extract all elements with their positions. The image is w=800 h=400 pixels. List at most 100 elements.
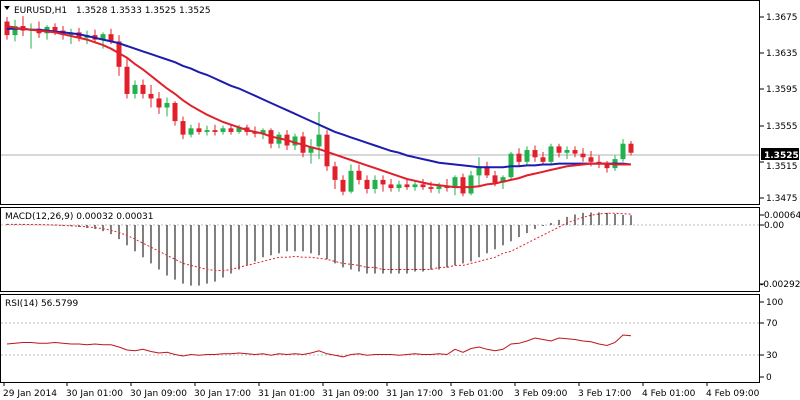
- candle-bull: [100, 34, 106, 40]
- rsi-title: RSI(14) 56.5799: [5, 299, 78, 309]
- time-tick-label: 3 Feb 01:00: [450, 389, 504, 399]
- candle-bull: [308, 146, 314, 153]
- time-tick-label: 31 Jan 01:00: [258, 389, 315, 399]
- candle-bull: [396, 184, 402, 189]
- price-panel-frame: [0, 0, 760, 205]
- candle-bull: [236, 127, 242, 132]
- ema-slow-line: [7, 27, 632, 169]
- rsi-tick-label: 30: [766, 351, 778, 361]
- candle-bear: [108, 34, 114, 42]
- candle-bear: [364, 179, 370, 189]
- time-tick-label: 31 Jan 09:00: [322, 389, 379, 399]
- macd-tick-label: -0.00292: [760, 280, 800, 290]
- candle-bull: [132, 84, 138, 94]
- candle-bull: [412, 184, 418, 188]
- current-price-badge: [761, 148, 799, 160]
- rsi-line: [6, 334, 632, 358]
- candle-bear: [388, 184, 394, 189]
- candle-bear: [380, 179, 386, 185]
- collapse-triangle-icon: [4, 6, 10, 10]
- price-tick-label: 1.3595: [766, 85, 798, 95]
- candle-bear: [148, 93, 154, 99]
- candle-bear: [604, 164, 610, 169]
- candle-bear: [532, 150, 538, 158]
- candle-bear: [580, 153, 586, 158]
- candle-bear: [228, 128, 234, 132]
- candle-bear: [124, 66, 130, 94]
- candle-bear: [212, 130, 218, 132]
- candle-bear: [628, 143, 634, 153]
- ohlc-readout: 1.3528 1.3533 1.3525 1.3525: [76, 6, 211, 16]
- candle-bear: [140, 84, 146, 94]
- candle-bear: [420, 184, 426, 188]
- macd-signal-line: [7, 212, 632, 271]
- candle-bear: [172, 102, 178, 122]
- price-axis: 1.3675 1.3635 1.3595 1.3555 1.3515 1.347…: [759, 13, 799, 204]
- candle-bull: [524, 150, 530, 162]
- candle-bear: [460, 177, 466, 194]
- candle-bear: [356, 170, 362, 180]
- macd-axis: 0.00064 0.00 -0.00292: [759, 211, 800, 290]
- macd-title: MACD(12,26,9) 0.00032 0.00031: [5, 212, 154, 222]
- candle-bear: [324, 134, 330, 167]
- candle-bear: [196, 128, 202, 132]
- rsi-tick-label: 100: [766, 298, 783, 308]
- candle-bear: [516, 153, 522, 162]
- candle-bear: [572, 150, 578, 154]
- candle-bear: [340, 179, 346, 192]
- ema-fast-line: [6, 25, 631, 189]
- time-tick-label: 29 Jan 2014: [3, 389, 57, 399]
- symbol-label: EURUSD,H1: [14, 6, 67, 16]
- macd-panel-frame: [0, 207, 760, 292]
- price-tick-label: 1.3555: [766, 122, 798, 132]
- current-price-label: 1.3525: [764, 151, 799, 161]
- time-tick-label: 4 Feb 09:00: [706, 389, 760, 399]
- candle-bear: [588, 157, 594, 162]
- candle-bear: [332, 166, 338, 180]
- candle-bear: [484, 166, 490, 176]
- chart-header: EURUSD,H1 1.3528 1.3533 1.3525 1.3525: [4, 6, 211, 16]
- macd-tick-label: 0.00064: [764, 211, 800, 221]
- price-tick-label: 1.3675: [766, 13, 798, 23]
- time-tick-label: 30 Jan 01:00: [66, 389, 123, 399]
- candle-bear: [180, 121, 186, 135]
- candle-bear: [492, 175, 498, 183]
- time-tick-label: 30 Jan 09:00: [130, 389, 187, 399]
- candle-bull: [548, 146, 554, 162]
- candle-bull: [620, 143, 626, 160]
- price-tick-label: 1.3635: [766, 49, 798, 59]
- candle-bull: [468, 175, 474, 194]
- time-tick-label: 3 Feb 17:00: [578, 389, 632, 399]
- rsi-axis: 100 70 30 0: [759, 298, 783, 383]
- candle-bull: [372, 179, 378, 189]
- candle-bull: [500, 177, 506, 183]
- candle-bear: [540, 157, 546, 162]
- price-tick-label: 1.3515: [766, 162, 798, 172]
- rsi-panel-frame: [0, 294, 760, 383]
- candle-bull: [452, 177, 458, 189]
- time-tick-label: 31 Jan 17:00: [386, 389, 443, 399]
- candle-bull: [260, 130, 266, 134]
- candle-bull: [12, 26, 18, 36]
- candle-bull: [188, 128, 194, 135]
- candle-bull: [316, 134, 322, 147]
- price-tick-label: 1.3475: [766, 194, 798, 204]
- candle-bear: [556, 146, 562, 153]
- candle-bull: [164, 102, 170, 108]
- candle-bear: [428, 187, 434, 189]
- candle-bear: [156, 98, 162, 108]
- candle-bear: [404, 184, 410, 188]
- candle-bear: [52, 26, 58, 31]
- candle-bull: [348, 170, 354, 192]
- macd-histogram: [6, 212, 632, 286]
- candle-bull: [292, 136, 298, 146]
- time-tick-label: 30 Jan 17:00: [194, 389, 251, 399]
- candle-bull: [220, 128, 226, 132]
- rsi-tick-label: 0: [766, 373, 772, 383]
- time-tick-label: 3 Feb 09:00: [514, 389, 568, 399]
- candle-bull: [204, 130, 210, 132]
- candle-bull: [564, 150, 570, 153]
- candle-bull: [436, 186, 442, 189]
- time-axis: 29 Jan 2014 30 Jan 01:00 30 Jan 09:00 30…: [3, 382, 760, 399]
